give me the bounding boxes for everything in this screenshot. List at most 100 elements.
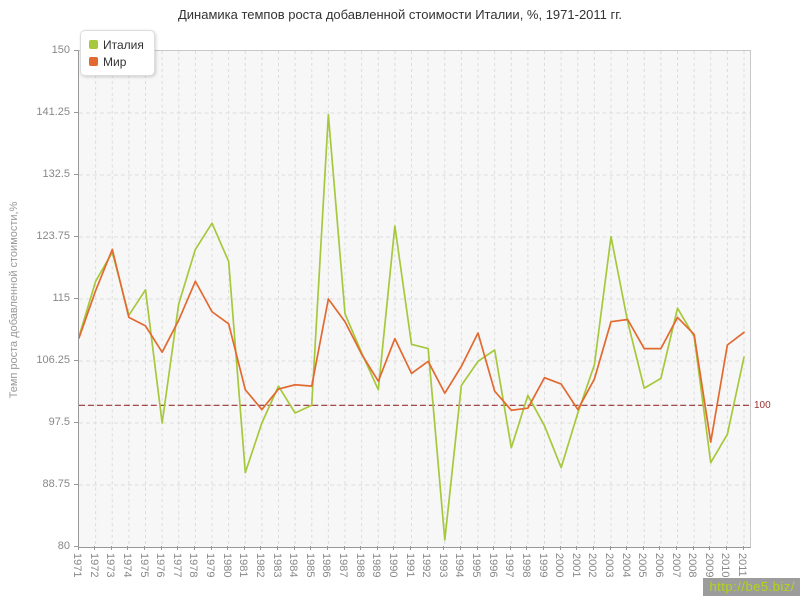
x-tick-label: 1975	[137, 553, 150, 578]
legend-item-label: Мир	[103, 54, 127, 69]
x-tick-label: 2007	[669, 553, 682, 578]
series-line-world[interactable]	[79, 248, 745, 443]
chart-title: Динамика темпов роста добавленной стоимо…	[177, 7, 623, 22]
x-tick-mark	[659, 546, 661, 550]
x-tick-mark	[676, 546, 678, 550]
y-tick-mark	[74, 235, 78, 237]
y-tick-label: 141.25	[36, 106, 70, 118]
x-tick-mark	[277, 546, 278, 550]
x-tick-label: 1981	[237, 553, 250, 578]
y-tick-label: 97.5	[48, 416, 70, 428]
y-tick-label: 106.25	[36, 354, 70, 366]
x-tick-mark	[609, 546, 611, 550]
x-tick-label: 2005	[636, 553, 649, 578]
x-tick-mark	[410, 546, 411, 550]
x-tick-mark	[110, 546, 112, 550]
x-tick-label: 1989	[370, 553, 383, 578]
x-tick-mark	[310, 546, 312, 550]
x-tick-label: 2009	[702, 553, 715, 578]
x-tick-mark	[210, 546, 212, 550]
x-tick-mark	[243, 546, 245, 550]
x-tick-label: 1972	[87, 553, 100, 578]
x-tick-mark	[293, 546, 295, 550]
x-tick-mark	[459, 546, 461, 550]
x-tick-mark	[77, 546, 79, 550]
y-tick-mark	[74, 545, 78, 547]
x-tick-mark	[592, 546, 594, 550]
x-tick-mark	[543, 546, 544, 550]
x-tick-label: 2004	[619, 553, 632, 578]
y-tick-label: 150	[51, 44, 70, 56]
x-tick-mark	[509, 546, 511, 550]
x-tick-label: 1973	[104, 553, 117, 578]
x-tick-label: 1983	[270, 553, 283, 578]
x-tick-mark	[576, 546, 578, 550]
x-tick-label: 2006	[652, 553, 665, 578]
x-tick-mark	[144, 546, 145, 550]
y-tick-mark	[74, 359, 78, 361]
y-tick-mark	[74, 297, 78, 299]
y-tick-label: 88.75	[42, 478, 70, 490]
x-tick-mark	[227, 546, 229, 550]
x-tick-label: 1979	[204, 553, 216, 578]
x-tick-label: 1994	[453, 553, 466, 578]
x-tick-mark	[626, 546, 628, 550]
x-tick-label: 1995	[470, 553, 482, 578]
x-tick-label: 2003	[603, 553, 615, 578]
x-tick-label: 2010	[719, 553, 732, 578]
x-tick-mark	[343, 546, 345, 550]
y-tick-mark	[74, 421, 78, 423]
x-tick-mark	[692, 546, 694, 550]
x-tick-label: 1986	[320, 553, 333, 578]
x-tick-mark	[376, 546, 378, 550]
x-tick-label: 1984	[287, 553, 300, 578]
x-tick-mark	[193, 546, 195, 550]
x-tick-mark	[476, 546, 478, 550]
x-tick-label: 1988	[353, 553, 366, 578]
x-tick-mark	[160, 546, 162, 550]
legend-item-label: Италия	[103, 37, 144, 52]
x-tick-mark	[393, 546, 395, 550]
x-tick-label: 1999	[536, 553, 549, 578]
x-tick-mark	[177, 546, 179, 550]
x-tick-mark	[642, 546, 644, 550]
x-tick-label: 1971	[71, 553, 83, 578]
x-tick-mark	[443, 546, 445, 550]
x-tick-mark	[326, 546, 328, 550]
x-tick-label: 1992	[420, 553, 433, 578]
y-tick-label: 132.5	[42, 168, 70, 180]
x-tick-mark	[493, 546, 495, 550]
x-tick-mark	[94, 546, 96, 550]
y-tick-label: 123.75	[36, 230, 70, 242]
x-tick-mark	[260, 546, 262, 550]
x-tick-label: 1998	[519, 553, 532, 578]
x-tick-label: 2002	[586, 553, 599, 578]
legend-item-italy[interactable]: Италия	[89, 36, 144, 53]
x-tick-label: 1997	[503, 553, 516, 578]
x-tick-mark	[426, 546, 428, 550]
x-tick-mark	[559, 546, 561, 550]
plot-area	[78, 50, 751, 548]
watermark-link[interactable]: http://be5.biz/	[703, 578, 800, 596]
x-tick-label: 1985	[303, 553, 316, 578]
y-tick-mark	[74, 49, 78, 51]
x-tick-label: 1978	[187, 553, 200, 578]
world-series-swatch-icon	[89, 57, 98, 66]
legend-item-world[interactable]: Мир	[89, 53, 144, 70]
x-tick-label: 1996	[486, 553, 499, 578]
x-tick-mark	[526, 546, 528, 550]
chart-canvas	[79, 51, 750, 547]
x-tick-label: 2008	[686, 553, 699, 578]
x-tick-label: 1990	[386, 553, 399, 578]
x-tick-label: 1991	[403, 553, 416, 578]
x-tick-label: 1977	[170, 553, 183, 578]
x-tick-label: 2000	[553, 553, 566, 578]
legend: Италия Мир	[80, 30, 155, 76]
x-tick-mark	[742, 546, 744, 550]
x-tick-label: 1980	[220, 553, 233, 578]
x-tick-label: 1993	[436, 553, 449, 578]
x-tick-label: 1982	[253, 553, 266, 578]
series-line-italy[interactable]	[79, 113, 745, 541]
x-tick-mark	[725, 546, 727, 550]
